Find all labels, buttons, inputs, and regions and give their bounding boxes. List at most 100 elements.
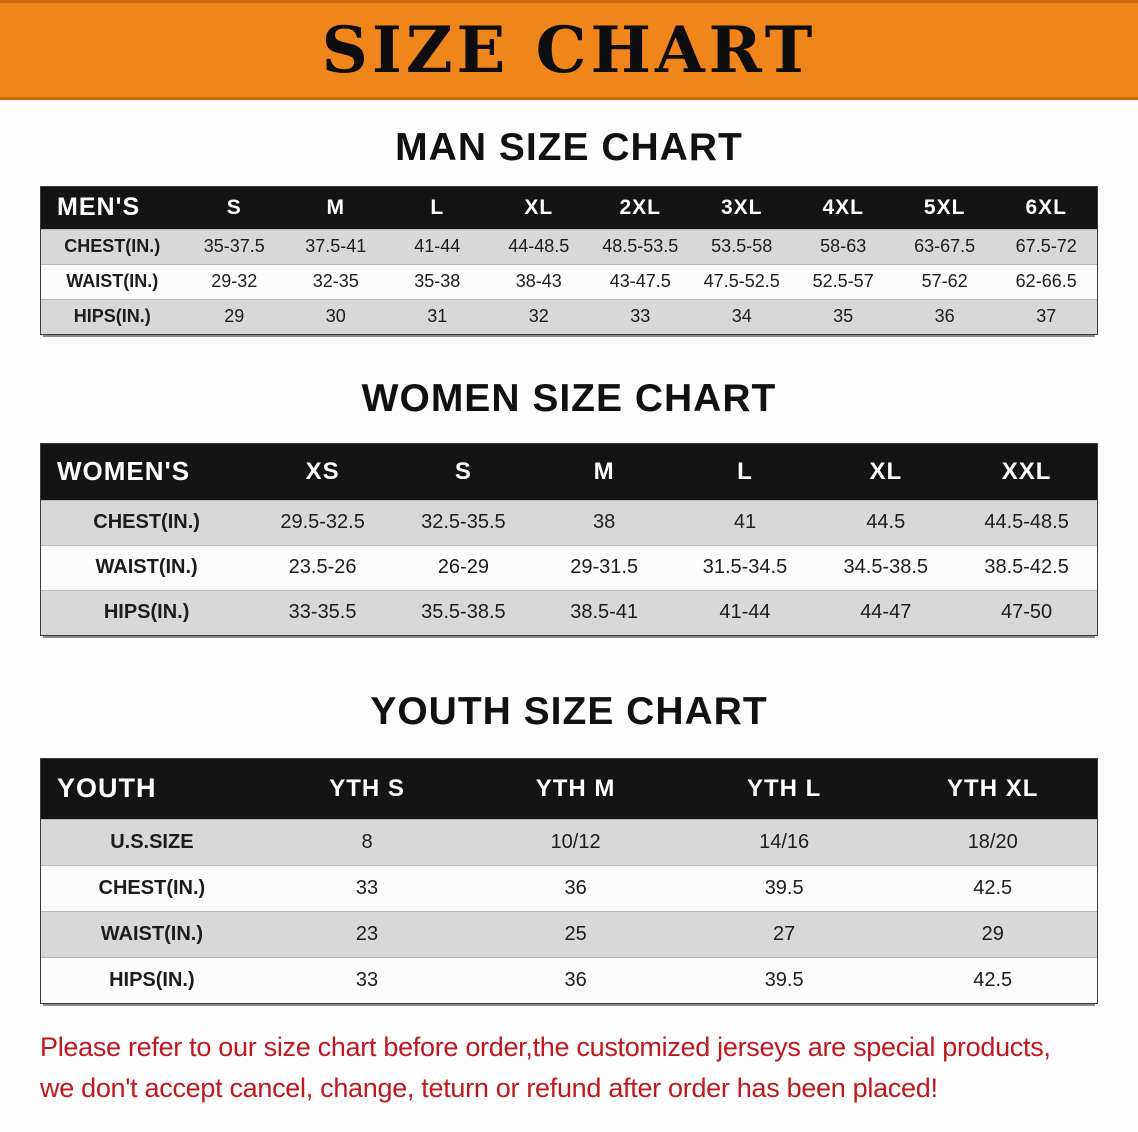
value-cell: 38 [533,499,675,545]
size-header-cell: 2XL [589,187,691,229]
value-cell: 43-47.5 [589,263,691,299]
row-label-cell: HIPS(IN.) [41,298,184,334]
value-cell: 23 [262,910,472,957]
value-cell: 10/12 [471,818,680,865]
row-label-cell: HIPS(IN.) [41,589,253,635]
value-cell: 33 [262,864,472,911]
value-cell: 33-35.5 [252,589,393,635]
value-cell: 62-66.5 [995,263,1097,299]
value-cell: 35-38 [386,263,488,299]
table-title-cell: WOMEN'S [41,444,253,500]
value-cell: 58-63 [792,228,894,264]
women-section-heading: WOMEN SIZE CHART [361,377,777,420]
value-cell: 35.5-38.5 [392,589,534,635]
table-header-row: WOMEN'S XS S M L XL XXL [41,444,1097,500]
value-cell: 37 [995,298,1097,334]
table-row: HIPS(IN.) 29 30 31 32 33 34 35 36 37 [41,298,1097,334]
value-cell: 35-37.5 [183,228,286,264]
value-cell: 52.5-57 [792,263,894,299]
value-cell: 29.5-32.5 [252,499,393,545]
value-cell: 39.5 [679,864,889,911]
value-cell: 34.5-38.5 [815,544,957,590]
value-cell: 27 [679,910,889,957]
size-header-cell: XL [815,444,957,500]
row-label-cell: WAIST(IN.) [41,910,263,957]
size-header-cell: L [674,444,816,500]
table-header-row: MEN'S S M L XL 2XL 3XL 4XL 5XL 6XL [41,187,1097,229]
value-cell: 41-44 [674,589,816,635]
footer-line-2: we don't accept cancel, change, teturn o… [40,1073,938,1103]
value-cell: 47-50 [956,589,1097,635]
value-cell: 26-29 [392,544,534,590]
youth-size-table-wrap: YOUTH YTH S YTH M YTH L YTH XL U.S.SIZE 8 10/12… [40,758,1098,1004]
size-header-cell: YTH XL [888,759,1097,819]
value-cell: 18/20 [888,818,1097,865]
footer-line-1: Please refer to our size chart before or… [40,1032,1051,1062]
youth-size-section: YOUTH SIZE CHART YOUTH YTH S YTH M YTH L YTH… [0,690,1138,1004]
youth-section-heading: YOUTH SIZE CHART [370,690,768,733]
table-row: CHEST(IN.) 35-37.5 37.5-41 41-44 44-48.5 48.5… [41,228,1097,264]
table-row: WAIST(IN.) 23 25 27 29 [41,910,1097,957]
value-cell: 29-31.5 [533,544,675,590]
value-cell: 25 [471,910,680,957]
men-size-table: MEN'S S M L XL 2XL 3XL 4XL 5XL 6XL CHEST(IN.) 35-37… [41,187,1097,334]
value-cell: 31 [386,298,488,334]
value-cell: 29 [888,910,1097,957]
row-label-cell: CHEST(IN.) [41,228,184,264]
value-cell: 38.5-42.5 [956,544,1097,590]
size-header-cell: S [392,444,534,500]
size-header-cell: XS [252,444,393,500]
row-label-cell: CHEST(IN.) [41,864,263,911]
footer-note: Please refer to our size chart before or… [40,1032,1138,1104]
value-cell: 29 [183,298,286,334]
size-header-cell: XXL [956,444,1097,500]
size-header-cell: M [533,444,675,500]
men-section-heading: MAN SIZE CHART [395,126,743,169]
value-cell: 14/16 [679,818,889,865]
value-cell: 37.5-41 [285,228,387,264]
row-label-cell: WAIST(IN.) [41,544,253,590]
value-cell: 35 [792,298,894,334]
value-cell: 32 [488,298,590,334]
table-row: CHEST(IN.) 29.5-32.5 32.5-35.5 38 41 44.5 44.5… [41,499,1097,545]
size-header-cell: S [183,187,286,229]
size-header-cell: 6XL [995,187,1097,229]
value-cell: 48.5-53.5 [589,228,691,264]
table-title-cell: YOUTH [41,759,263,819]
table-row: HIPS(IN.) 33 36 39.5 42.5 [41,956,1097,1003]
men-size-section: MAN SIZE CHART MEN'S S M L XL 2XL 3XL 4XL 5XL 6XL… [0,126,1138,335]
value-cell: 8 [262,818,472,865]
women-size-table-wrap: WOMEN'S XS S M L XL XXL CHEST(IN.) 29.5-32.5 32.5… [40,443,1098,636]
size-chart-banner: SIZE CHART [0,0,1138,100]
size-header-cell: 3XL [690,187,793,229]
value-cell: 36 [893,298,996,334]
row-label-cell: WAIST(IN.) [41,263,184,299]
table-title-cell: MEN'S [41,187,184,229]
value-cell: 33 [589,298,691,334]
value-cell: 32-35 [285,263,387,299]
value-cell: 44.5 [815,499,957,545]
size-header-cell: 4XL [792,187,894,229]
value-cell: 32.5-35.5 [392,499,534,545]
value-cell: 29-32 [183,263,286,299]
table-row: WAIST(IN.) 23.5-26 26-29 29-31.5 31.5-34.5 34… [41,544,1097,590]
value-cell: 36 [471,956,680,1003]
value-cell: 42.5 [888,864,1097,911]
value-cell: 34 [690,298,793,334]
value-cell: 39.5 [679,956,889,1003]
men-size-table-wrap: MEN'S S M L XL 2XL 3XL 4XL 5XL 6XL CHEST(IN.) 35-37… [40,186,1098,335]
table-row: HIPS(IN.) 33-35.5 35.5-38.5 38.5-41 41-44 44-… [41,589,1097,635]
value-cell: 44.5-48.5 [956,499,1097,545]
value-cell: 36 [471,864,680,911]
value-cell: 53.5-58 [690,228,793,264]
row-label-cell: CHEST(IN.) [41,499,253,545]
youth-size-table: YOUTH YTH S YTH M YTH L YTH XL U.S.SIZE 8 10/12… [41,759,1097,1003]
size-header-cell: M [285,187,387,229]
value-cell: 67.5-72 [995,228,1097,264]
value-cell: 41 [674,499,816,545]
size-header-cell: L [386,187,488,229]
banner-title: SIZE CHART [321,12,817,88]
value-cell: 47.5-52.5 [690,263,793,299]
table-row: WAIST(IN.) 29-32 32-35 35-38 38-43 43-47.5 47.… [41,263,1097,299]
size-header-cell: 5XL [893,187,996,229]
